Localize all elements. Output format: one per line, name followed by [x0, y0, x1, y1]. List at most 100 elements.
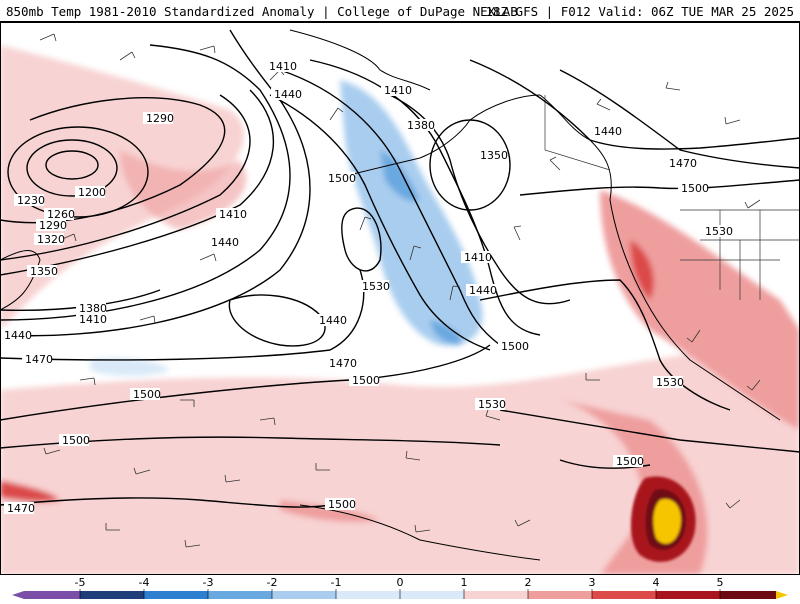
contour-label: 1530 — [478, 398, 506, 411]
coast-japan — [0, 250, 41, 311]
political-borders — [544, 95, 800, 300]
contour-label: 1500 — [328, 172, 356, 185]
contour-label: 1500 — [352, 374, 380, 387]
contour-1290 — [0, 97, 226, 224]
contour-label: 1380 — [79, 302, 107, 315]
contour-label: 1440 — [319, 314, 347, 327]
coast-equatorial — [299, 504, 541, 561]
contour-label: 1410 — [269, 60, 297, 73]
contour-1470-east — [559, 69, 800, 169]
contour-label: 1500 — [328, 498, 356, 511]
state-borders — [680, 209, 800, 300]
coast-siberia — [289, 29, 431, 91]
colorbar-segment — [656, 591, 720, 599]
contour-label: 1440 — [594, 125, 622, 138]
contour-label: 1440 — [211, 236, 239, 249]
contour-1410 — [0, 44, 291, 321]
contour-label: 1410 — [219, 208, 247, 221]
colorbar-arrow-left — [12, 591, 24, 599]
colorbar-segment — [144, 591, 208, 599]
contour-label: 1350 — [30, 265, 58, 278]
contour-label: 1410 — [79, 313, 107, 326]
contour-label: 1320 — [37, 233, 65, 246]
contour-1470 — [0, 269, 365, 361]
contour-1530-east — [479, 279, 731, 411]
contour-label: 1440 — [274, 88, 302, 101]
colorbar-tick-label: 2 — [525, 576, 532, 589]
contour-label: 1440 — [4, 329, 32, 342]
warm-anomaly-westcoast-core — [630, 240, 654, 300]
contour-label: 1260 — [47, 208, 75, 221]
colorbar-tick-label: 0 — [397, 576, 404, 589]
colorbar-tick-label: -4 — [139, 576, 150, 589]
colorbar-tick-label: 3 — [589, 576, 596, 589]
colorbar-tick-label: 5 — [717, 576, 724, 589]
colorbar-segment — [80, 591, 144, 599]
colorbar-tick-label: -2 — [267, 576, 278, 589]
contour-label: 1530 — [362, 280, 390, 293]
contour-label: 1470 — [25, 353, 53, 366]
colorbar-tick-label: 1 — [461, 576, 468, 589]
contour-label-group: 1410 1290 1440 1410 1380 1440 1350 1470 … — [1, 60, 733, 515]
colorbar-segment — [528, 591, 592, 599]
contour-1440-trough — [279, 69, 501, 346]
contour-1500-west — [0, 344, 491, 421]
warm-anomaly-westcoast — [600, 190, 800, 430]
contour-1470-trough — [269, 94, 491, 351]
alaska-border — [544, 95, 611, 171]
model-run-valid-time: 18Z GFS | F012 Valid: 06Z TUE MAR 25 202… — [485, 4, 794, 19]
contour-label: 1530 — [705, 225, 733, 238]
contour-label: 1290 — [39, 219, 67, 232]
warm-core-yellow — [653, 499, 681, 544]
contour-1440-closed — [228, 294, 326, 347]
contour-1500-east — [519, 179, 800, 196]
wind-barb-set — [39, 33, 761, 548]
contour-1500-southwest — [0, 497, 331, 508]
map-header: 850mb Temp 1981-2010 Standardized Anomal… — [0, 0, 800, 22]
contour-1350 — [0, 89, 275, 276]
contour-low-1200 — [45, 150, 99, 180]
contour-1440 — [0, 29, 311, 337]
contour-1320 — [0, 94, 251, 261]
contour-label: 1230 — [17, 194, 45, 207]
coast-aleutians — [329, 94, 541, 181]
contour-label: 1500 — [616, 455, 644, 468]
colorbar-tick-label: -1 — [331, 576, 342, 589]
contour-low-1230 — [26, 139, 118, 197]
contour-label: 1440 — [469, 284, 497, 297]
contour-label: 1410 — [384, 84, 412, 97]
colorbar-tick-label: 4 — [653, 576, 660, 589]
contour-label: 1350 — [480, 149, 508, 162]
cold-anomaly-band — [340, 80, 483, 346]
map-title: 850mb Temp 1981-2010 Standardized Anomal… — [6, 4, 518, 19]
warm-anomaly-south — [0, 340, 800, 575]
colorbar-tick-label: -5 — [75, 576, 86, 589]
contour-label: 1500 — [681, 182, 709, 195]
contour-1440-east — [469, 59, 800, 150]
map-panel: 1410 1290 1440 1410 1380 1440 1350 1470 … — [0, 22, 800, 575]
contour-label: 1380 — [407, 119, 435, 132]
colorbar-tick-label: -3 — [203, 576, 214, 589]
colorbar-legend: -5 -4 -3 -2 -1 0 1 2 3 4 5 — [0, 575, 800, 600]
colorbar-segment — [464, 591, 528, 599]
contour-label: 1470 — [7, 502, 35, 515]
contour-label: 1500 — [133, 388, 161, 401]
contour-label: 1410 — [464, 251, 492, 264]
contour-label: 1470 — [329, 357, 357, 370]
anomaly-map: 1410 1290 1440 1410 1380 1440 1350 1470 … — [0, 22, 800, 575]
contour-label: 1290 — [146, 112, 174, 125]
colorbar-arrow-right — [776, 591, 788, 599]
contour-1530-closed — [341, 207, 382, 272]
contour-label: 1500 — [62, 434, 90, 447]
positive-anomaly-shading — [0, 45, 800, 575]
colorbar-segment — [272, 591, 336, 599]
contour-1350-closed — [429, 119, 511, 211]
contour-label: 1530 — [656, 376, 684, 389]
colorbar-segment — [400, 591, 464, 599]
contour-label: 1470 — [669, 157, 697, 170]
warm-anomaly-west-core — [120, 150, 247, 230]
wind-barbs — [39, 33, 761, 548]
strong-warm-core — [630, 476, 696, 562]
contour-1530-south — [499, 409, 800, 453]
colorbar: -5 -4 -3 -2 -1 0 1 2 3 4 5 — [12, 576, 788, 599]
